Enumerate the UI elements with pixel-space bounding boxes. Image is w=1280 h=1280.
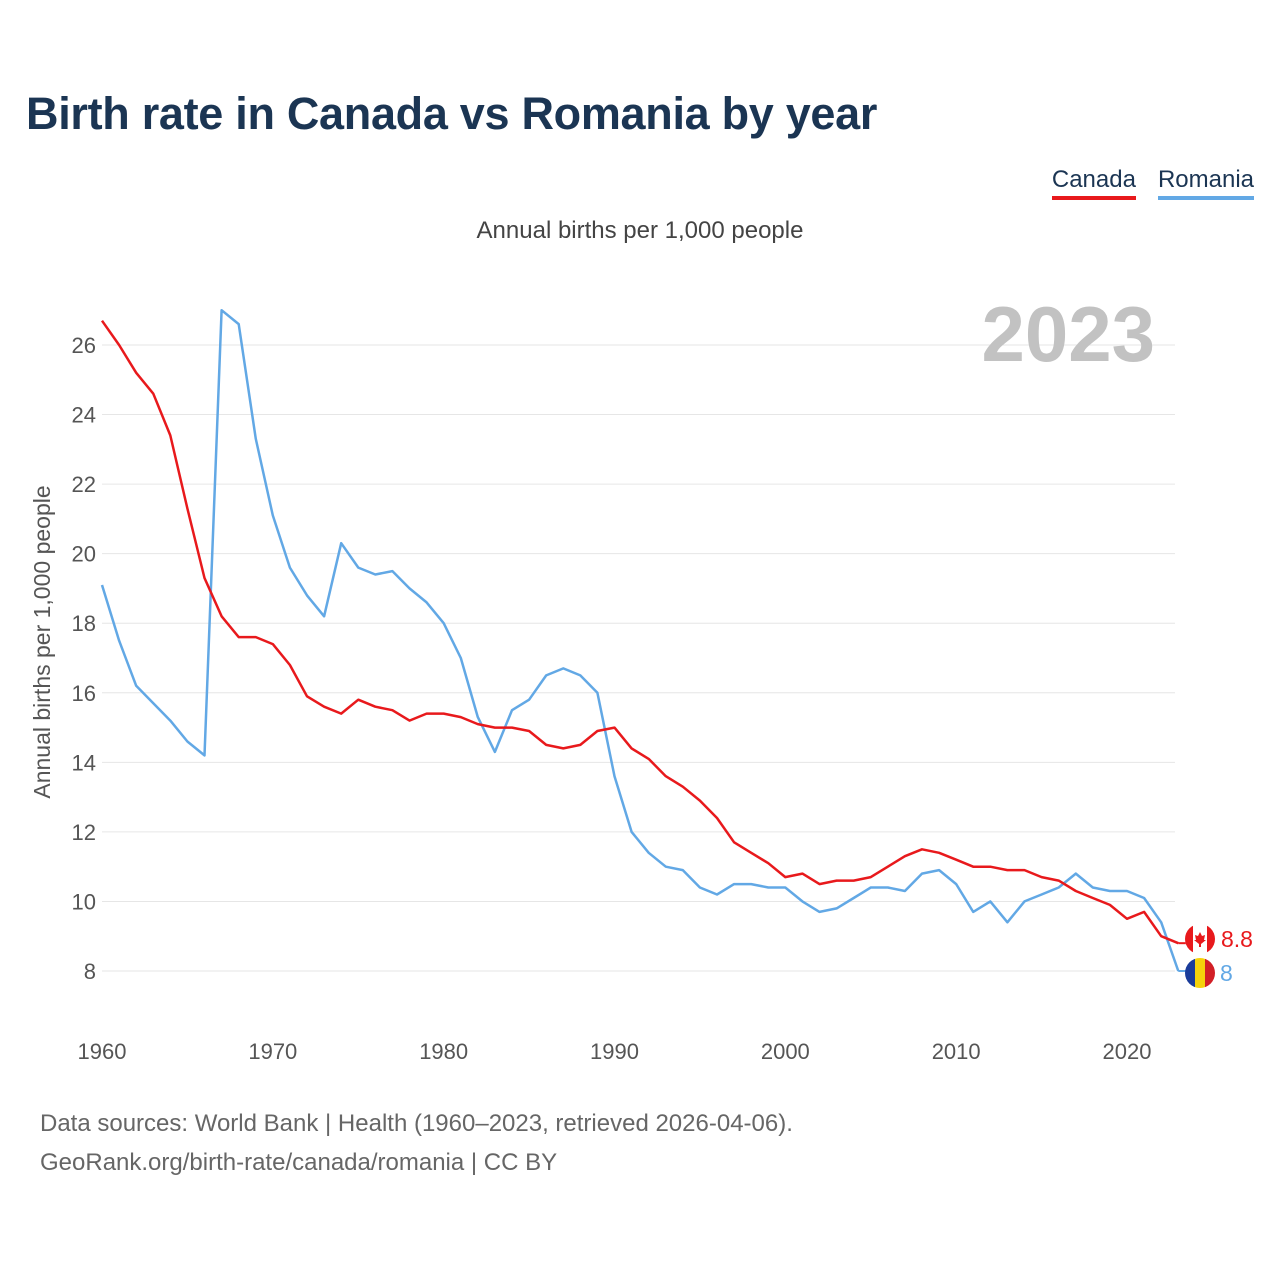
- x-tick-label: 2010: [932, 1039, 981, 1064]
- canada-end-value: 8.8: [1221, 926, 1253, 952]
- y-tick-label: 26: [72, 333, 96, 358]
- series-line-romania[interactable]: [100, 308, 1180, 972]
- y-tick-label: 10: [72, 889, 96, 914]
- legend-item-canada[interactable]: Canada: [1051, 166, 1136, 200]
- source-note: Data sources: World Bank | Health (1960–…: [40, 1104, 793, 1182]
- source-line-2[interactable]: GeoRank.org/birth-rate/canada/romania | …: [40, 1149, 558, 1176]
- end-markers: 8.8 8: [1185, 924, 1253, 988]
- chart-subtitle: Annual births per 1,000 people: [476, 217, 804, 244]
- y-tick-label: 18: [72, 611, 96, 636]
- x-axis-ticks: 1960 1970 1980 1990 2000 2010 2020: [78, 1039, 1152, 1064]
- romania-flag-icon: [1185, 958, 1215, 988]
- gridlines: [102, 344, 1175, 972]
- x-tick-label: 1980: [419, 1039, 468, 1064]
- romania-end-value: 8: [1220, 960, 1233, 986]
- y-tick-label: 12: [72, 820, 96, 845]
- x-tick-label: 1990: [590, 1039, 639, 1064]
- series-line-canada[interactable]: [100, 319, 1179, 945]
- legend: Canada Romania: [1051, 166, 1254, 200]
- y-tick-label: 16: [72, 681, 96, 706]
- y-tick-label: 8: [84, 959, 96, 984]
- y-tick-label: 14: [72, 750, 96, 775]
- y-axis-ticks: 8 10 12 14 16 18 20 22 24 26: [72, 333, 96, 984]
- y-tick-label: 24: [72, 403, 96, 428]
- year-label: 2023: [981, 290, 1155, 378]
- series-lines: [100, 308, 1186, 972]
- canada-flag-icon: [1185, 924, 1215, 954]
- x-tick-label: 1960: [78, 1039, 127, 1064]
- legend-item-romania[interactable]: Romania: [1157, 166, 1254, 200]
- x-tick-label: 1970: [248, 1039, 297, 1064]
- x-tick-label: 2000: [761, 1039, 810, 1064]
- x-tick-label: 2020: [1103, 1039, 1152, 1064]
- source-line-1: Data sources: World Bank | Health (1960–…: [40, 1110, 793, 1137]
- y-axis-label: Annual births per 1,000 people: [29, 485, 55, 798]
- chart-title: Birth rate in Canada vs Romania by year: [26, 88, 878, 139]
- y-tick-label: 20: [72, 542, 96, 567]
- y-tick-label: 22: [72, 472, 96, 497]
